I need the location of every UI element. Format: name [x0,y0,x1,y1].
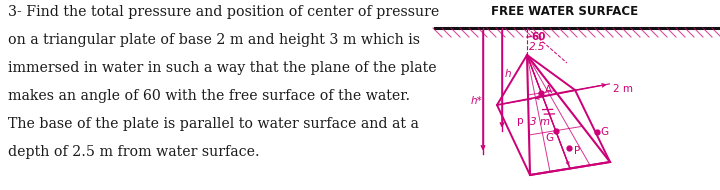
Text: depth of 2.5 m from water surface.: depth of 2.5 m from water surface. [8,145,260,159]
Text: A: A [545,85,552,95]
Text: G: G [546,133,554,143]
Text: P: P [574,146,580,156]
Text: h*: h* [471,96,483,106]
Text: The base of the plate is parallel to water surface and at a: The base of the plate is parallel to wat… [8,117,419,131]
Text: 3 m: 3 m [531,117,551,127]
Text: h: h [505,69,512,79]
Text: 2.5: 2.5 [529,42,546,52]
Text: FREE WATER SURFACE: FREE WATER SURFACE [492,5,639,18]
Text: makes an angle of 60 with the free surface of the water.: makes an angle of 60 with the free surfa… [8,89,410,103]
Text: p: p [517,116,523,126]
Text: immersed in water in such a way that the plane of the plate: immersed in water in such a way that the… [8,61,436,75]
Text: on a triangular plate of base 2 m and height 3 m which is: on a triangular plate of base 2 m and he… [8,33,420,47]
Text: 3- Find the total pressure and position of center of pressure: 3- Find the total pressure and position … [8,5,439,19]
Text: 2 m: 2 m [613,84,634,94]
Text: G: G [600,127,609,137]
Text: 60: 60 [531,32,546,42]
